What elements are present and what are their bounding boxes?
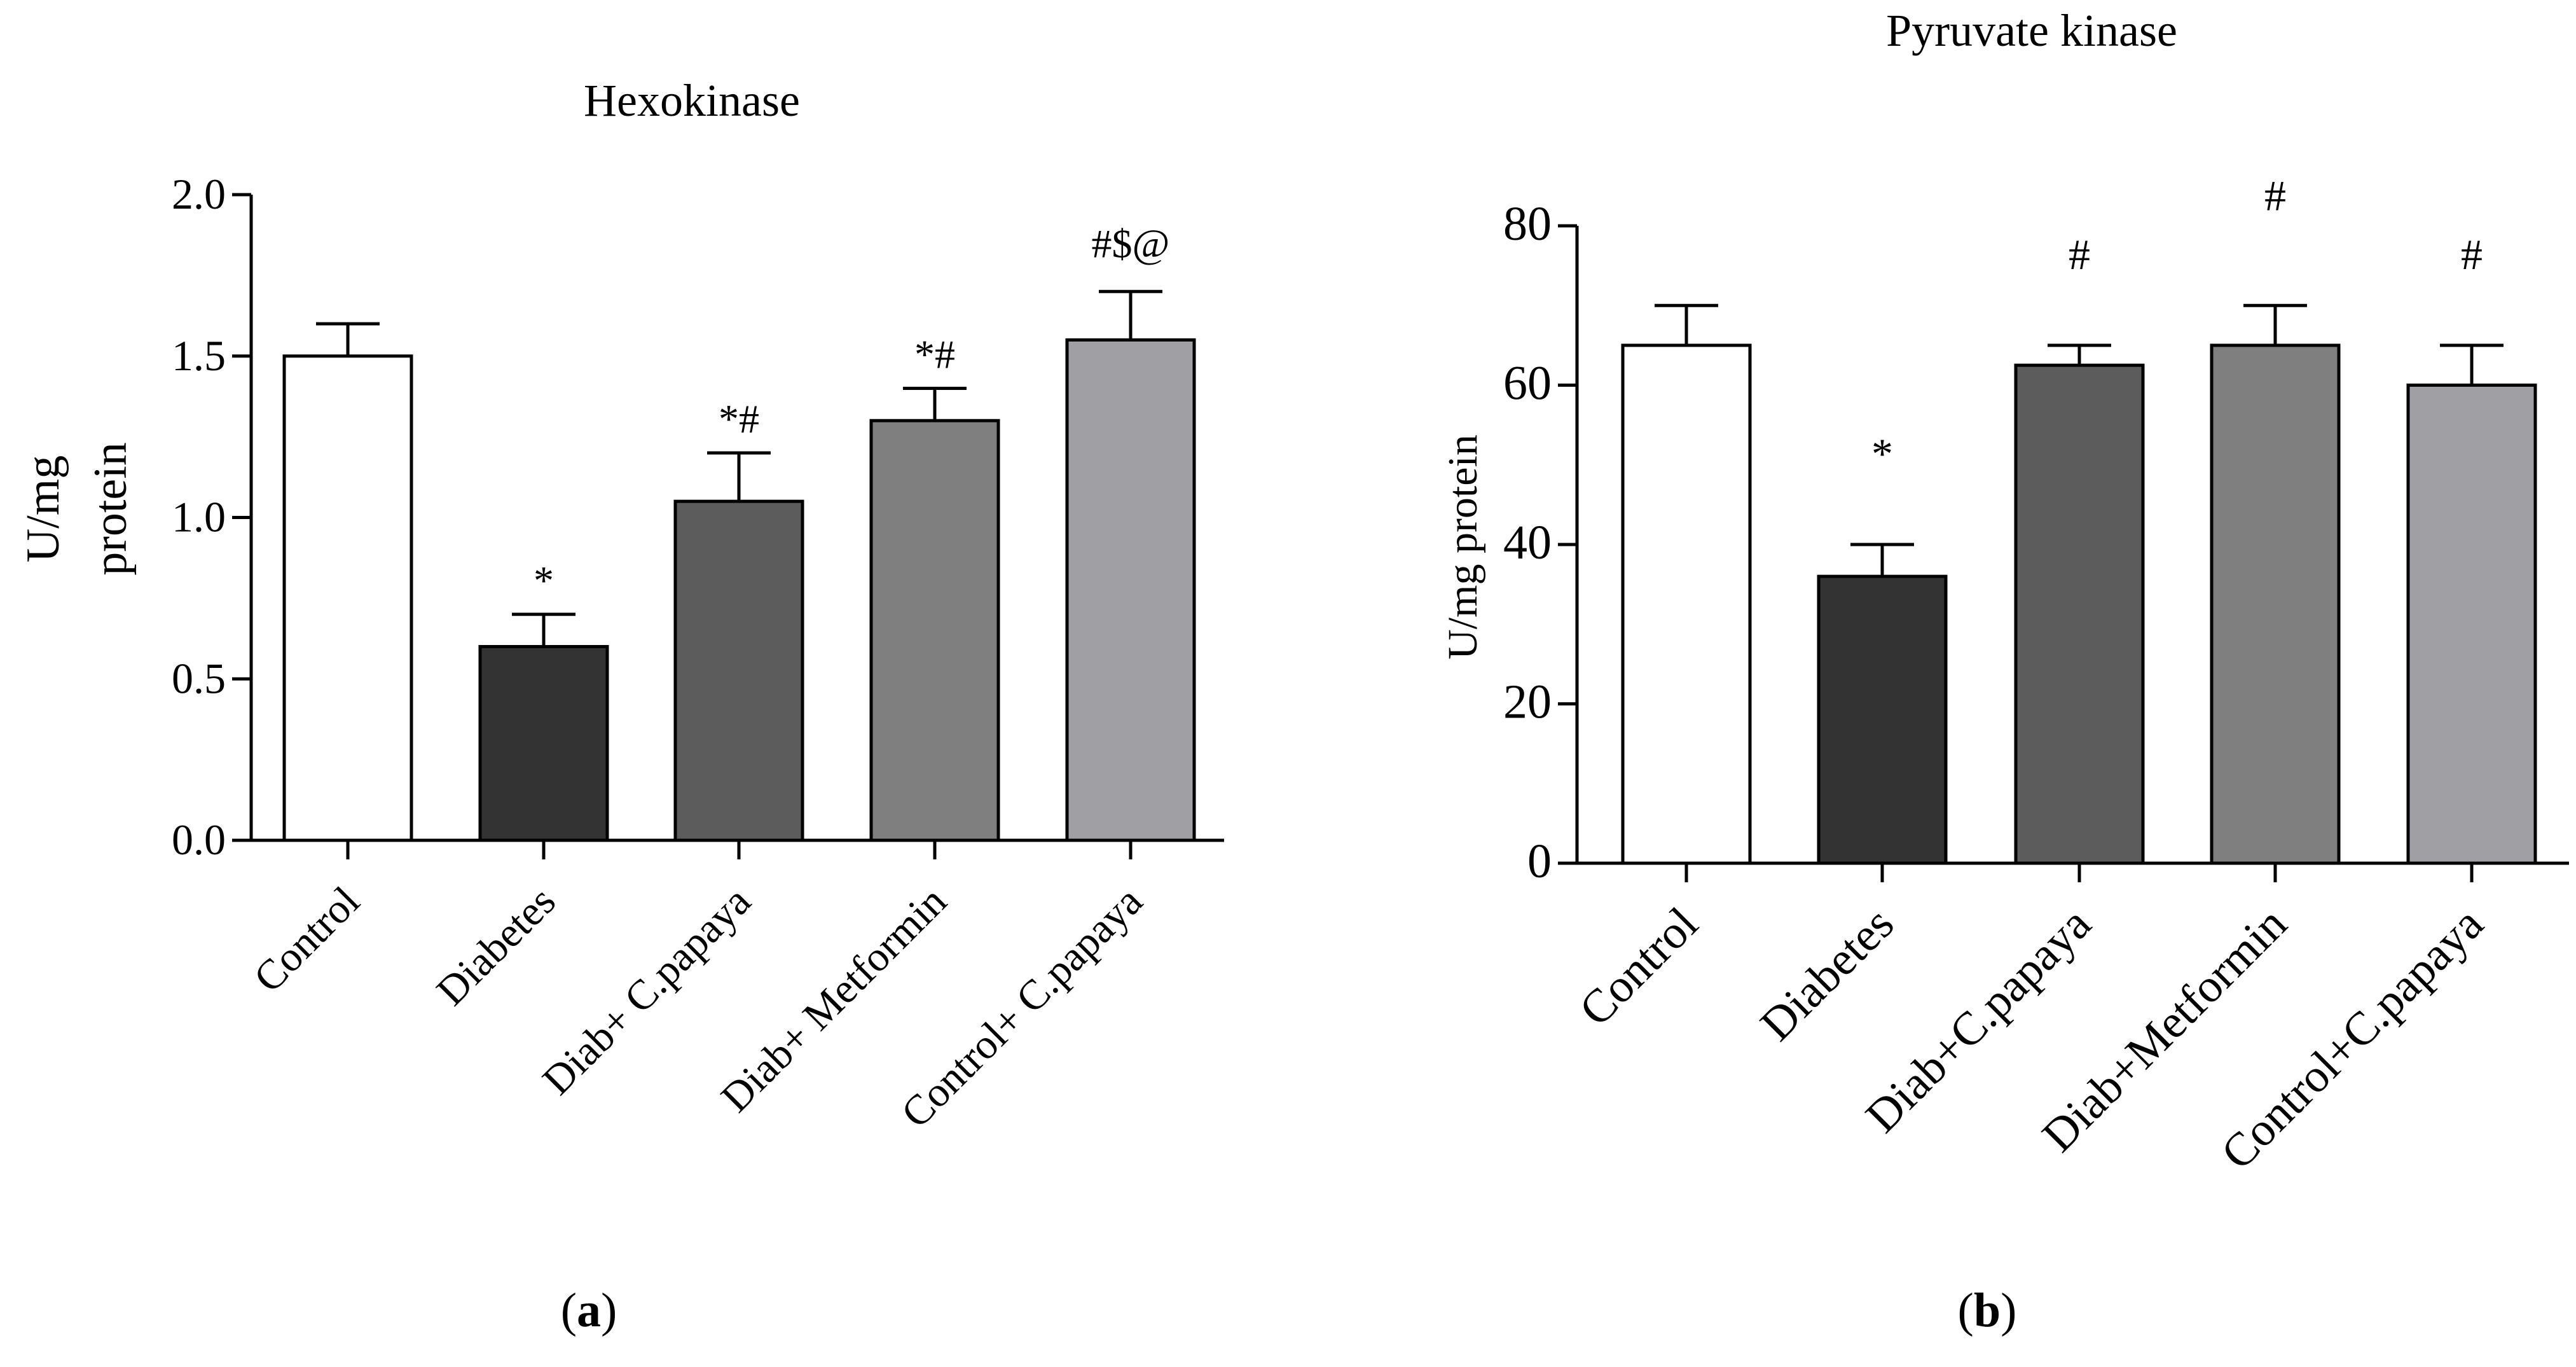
bar: [1065, 338, 1196, 842]
y-tick-label: 40: [1503, 516, 1552, 569]
bar: [2014, 363, 2145, 865]
y-axis-title-line-2: protein: [85, 442, 137, 576]
y-tick-label: 1.5: [172, 331, 226, 380]
y-axis-title: U/mg protein: [17, 442, 137, 576]
bar: [673, 499, 804, 842]
significance-label: *#: [719, 396, 759, 441]
y-tick-label: 2.0: [172, 170, 226, 218]
chart-hexokinase: Hexokinase U/mg protein 0.0 0.5 1.0 1.5 2.0 C…: [17, 75, 1224, 1337]
bar: [1817, 574, 1948, 865]
chart-pyruvate-kinase: Pyruvate kinase U/mg protein 0 20 40 60 80 Co…: [1440, 5, 2569, 1337]
y-axis-title: U/mg protein: [1440, 434, 1486, 660]
y-tick-label: 0: [1527, 835, 1552, 888]
panel-label-letter: a: [577, 1284, 601, 1337]
chart-title: Hexokinase: [584, 75, 800, 126]
y-tick-label: 0.0: [172, 815, 226, 864]
x-tick-label: Control: [245, 878, 368, 1001]
panel-label-open: (: [561, 1284, 577, 1337]
panel-label: (a): [561, 1284, 617, 1337]
panel-label-close: ): [2001, 1284, 2016, 1337]
significance-label: *: [534, 558, 554, 603]
panel-label-close: ): [601, 1284, 617, 1337]
y-tick-label: 20: [1503, 676, 1552, 729]
bar: [2406, 384, 2537, 865]
y-tick-label: 1.0: [172, 493, 226, 541]
panel-label-open: (: [1958, 1284, 1974, 1337]
significance-label: #$@: [1092, 221, 1170, 266]
bar: [1621, 343, 1752, 865]
significance-label: *#: [914, 332, 955, 377]
panel-label: (b): [1958, 1284, 2017, 1337]
bar: [2210, 343, 2341, 865]
bar: [869, 419, 1000, 842]
significance-label: *: [1871, 429, 1893, 478]
significance-label: #: [2461, 230, 2483, 279]
y-axis-title-line-1: U/mg: [17, 455, 69, 563]
bar: [478, 645, 609, 842]
y-tick-label: 80: [1503, 197, 1552, 251]
significance-label: #: [2069, 230, 2090, 279]
x-tick-label: Diabetes: [428, 878, 565, 1015]
chart-title: Pyruvate kinase: [1886, 5, 2177, 56]
plot-area: 0.0 0.5 1.0 1.5 2.0 Control Diabetes * Diab+ C.p…: [172, 170, 1224, 1137]
bar: [282, 354, 413, 842]
y-tick-label: 0.5: [172, 654, 226, 702]
x-tick-label: Control: [1569, 898, 1708, 1036]
significance-label: #: [2264, 171, 2286, 219]
x-tick-label: Diabetes: [1751, 898, 1904, 1051]
panel-label-letter: b: [1974, 1284, 2001, 1337]
x-tick-label: Diab+ C.papaya: [534, 878, 759, 1104]
y-tick-label: 60: [1503, 357, 1552, 410]
